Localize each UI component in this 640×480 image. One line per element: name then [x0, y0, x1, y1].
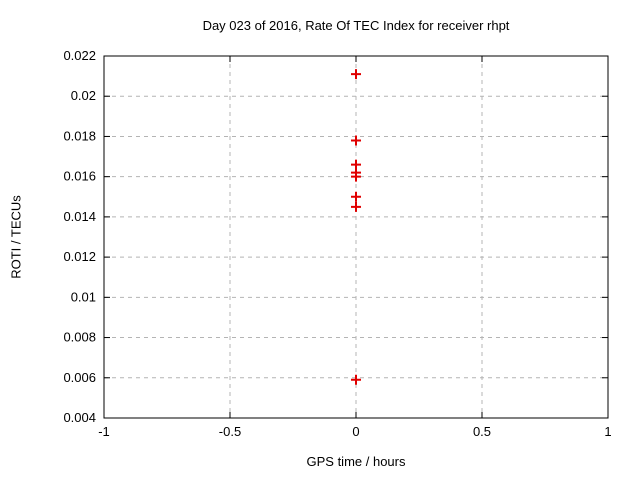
data-point-marker	[351, 191, 361, 202]
data-point-marker	[351, 171, 361, 182]
x-tick-label: 1	[604, 424, 611, 439]
y-axis-label: ROTI / TECUs	[8, 195, 24, 279]
x-tick-label: 0.5	[473, 424, 491, 439]
y-tick-label: 0.006	[63, 370, 96, 385]
y-tick-label: 0.022	[63, 48, 96, 63]
data-point-marker	[351, 201, 361, 212]
x-tick-label: -0.5	[219, 424, 241, 439]
y-tick-label: 0.016	[63, 169, 96, 184]
x-tick-label: -1	[98, 424, 110, 439]
x-axis-label: GPS time / hours	[306, 454, 406, 469]
chart-title: Day 023 of 2016, Rate Of TEC Index for r…	[202, 18, 510, 33]
y-tick-label: 0.01	[71, 289, 96, 304]
y-tick-label: 0.018	[63, 128, 96, 143]
data-point-marker	[351, 69, 361, 80]
y-tick-label: 0.02	[71, 88, 96, 103]
y-tick-label: 0.014	[63, 209, 96, 224]
y-tick-label: 0.004	[63, 410, 96, 425]
y-tick-label: 0.012	[63, 249, 96, 264]
y-tick-label: 0.008	[63, 330, 96, 345]
data-point-marker	[351, 374, 361, 385]
x-tick-label: 0	[352, 424, 359, 439]
data-point-marker	[351, 135, 361, 146]
